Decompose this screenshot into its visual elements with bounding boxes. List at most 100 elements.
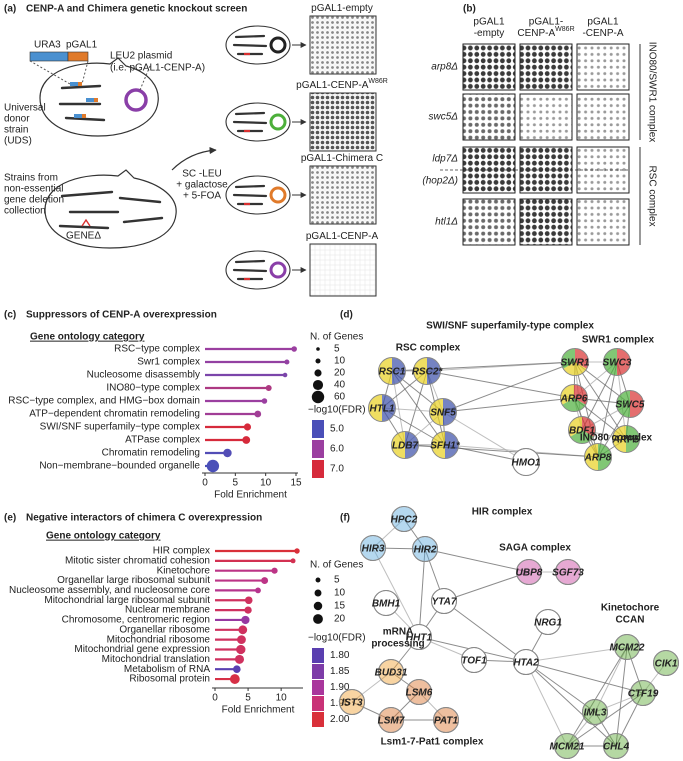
column-header: CENP-AW86R [517,26,574,39]
edge [525,661,617,747]
node-outline [584,443,612,471]
edge [372,547,420,638]
node-slice [617,348,631,376]
node-label: HHT1 [406,633,433,644]
node-label: ARP6 [560,394,588,405]
edge [525,661,596,713]
color-legend-swatch [312,696,324,711]
panel-label: (e) [4,513,16,524]
category-label: SWI/SNF superfamily−type complex [40,422,200,433]
node-slice [563,362,587,376]
chromosome [122,216,164,224]
node-label: ARP5 [612,435,640,446]
gene-label: GENEΔ [66,231,101,242]
color-legend-swatch [312,440,324,458]
node-label: LSM6 [406,688,433,699]
spot-grid [576,93,630,141]
size-legend-dot [315,358,321,364]
node-label: BMH1 [372,599,401,610]
lollipop-dot [223,448,232,458]
group-label: RSC complex [396,343,461,354]
node-slice [391,431,405,459]
spot-grid [519,198,573,246]
category-label: RSC−type complex, and HMG−box domain [8,396,200,407]
size-legend-dot [315,577,321,583]
edge [525,661,644,694]
node-label: MCM22 [609,643,644,654]
node-label: BUD31 [375,668,408,679]
node-outline [412,536,438,562]
x-tick-label: 10 [276,693,288,704]
x-tick-label: 5 [233,478,239,489]
x-tick-label: 5 [245,693,251,704]
category-label: Mitotic sister chromatid cohesion [65,555,210,566]
category-label: Mitochondrial large ribosomal subunit [44,595,210,606]
edge [424,548,530,573]
edge [390,691,420,721]
category-label: Chromosome, centromeric region [62,615,210,626]
legend-title: N. of Genes [310,560,363,571]
edge [525,646,628,663]
lollipop-dot [284,359,290,365]
category-label: Organellar ribosome [119,624,210,635]
node-outline [603,733,629,759]
node-outline [406,679,432,705]
edge [615,646,628,747]
column-header-main: -CENP-A [582,28,623,39]
node-slice [392,357,406,385]
size-legend-label: 15 [334,601,346,612]
media-label: SC -LEU [182,169,221,180]
media-label: + galactose [176,180,228,191]
node-label: SGF73 [552,568,584,579]
node-outline [653,650,679,676]
lollipop-dot [244,606,252,614]
lollipop-dot [243,423,252,431]
arrow [171,146,217,171]
column-header: pGAL1 [587,17,619,28]
cassette [74,114,82,118]
node-slice [427,357,441,385]
node-outline [339,689,365,715]
category-label: Mitochondrial translation [102,654,210,665]
lollipop-dot [294,548,300,554]
size-legend-dot [314,369,322,377]
node-label: BDF1 [569,426,596,437]
category-label: Swr1 complex [137,357,200,368]
chromosome [232,120,268,125]
chromosome [232,268,268,273]
edge [390,671,420,693]
chromosome [234,184,266,189]
plate-label: pGAL1-Chimera C [301,153,383,164]
spot-grid [519,43,573,91]
color-legend-swatch [312,648,324,663]
chart-title: Suppressors of CENP-A overexpression [26,310,217,321]
node-label: SFH1* [430,441,461,452]
x-tick-label: 10 [260,478,272,489]
edge [566,646,628,747]
node-outline [373,590,399,616]
lollipop-dot [265,385,272,391]
node-label: UBP8 [516,568,543,579]
chromosome [232,193,268,198]
cassette [70,82,78,86]
category-label: Organellar large ribosomal subunit [57,575,210,586]
cassette [86,98,94,102]
node-slice [598,443,612,471]
group-label: SWI/SNF superfamily-type complex [426,321,594,332]
plate-label-main: pGAL1-CENP-A [296,80,369,91]
cell [225,25,291,65]
node-outline [433,707,459,733]
lollipop-dot [261,398,268,404]
chromosome [234,111,266,116]
node-label: TOF1 [461,656,487,667]
node-label: MCM21 [549,742,584,753]
leader [139,65,151,91]
node-slice [603,348,617,376]
chart-title: Negative interactors of chimera C overex… [26,513,262,524]
lollipop-dot [237,635,246,645]
panel-label: (c) [4,310,16,321]
node-label: RSC1 [379,367,406,378]
deletion-label: non-essential [4,184,63,195]
color-legend-label: 7.0 [330,464,344,475]
edge [442,361,576,413]
